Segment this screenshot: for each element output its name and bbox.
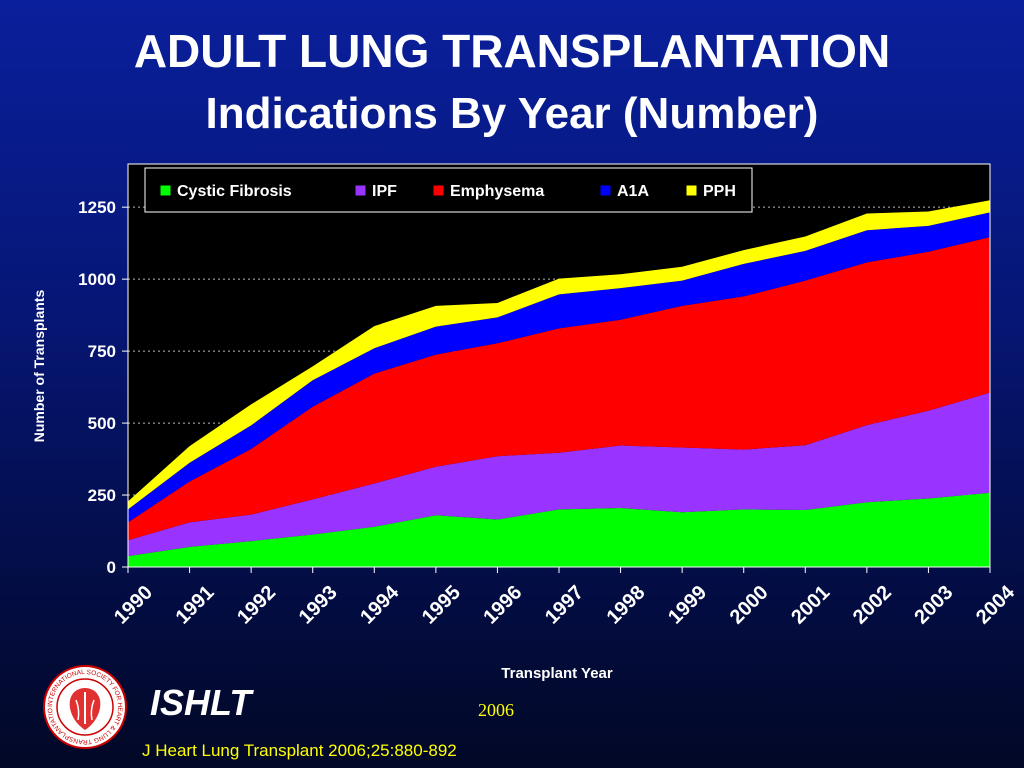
x-tick-label: 2003 xyxy=(910,582,957,629)
area-ipf xyxy=(128,392,990,557)
x-tick-label: 1998 xyxy=(603,582,650,629)
area-emphysema xyxy=(128,237,990,541)
x-tick-label: 1999 xyxy=(664,582,711,629)
y-tick-label: 0 xyxy=(107,558,116,577)
x-tick-label: 2000 xyxy=(726,582,773,629)
slide-title: ADULT LUNG TRANSPLANTATION xyxy=(133,25,891,77)
x-tick-label: 2001 xyxy=(787,582,834,629)
ishlt-seal-logo: INTERNATIONAL SOCIETY FOR HEART & LUNG T… xyxy=(42,664,127,749)
legend-label-emphysema: Emphysema xyxy=(450,183,544,200)
x-axis-label: Transplant Year xyxy=(501,665,613,682)
legend-swatch-cystic-fibrosis xyxy=(159,184,172,197)
x-tick-label: 1990 xyxy=(110,582,157,629)
y-tick-label: 750 xyxy=(88,342,116,361)
y-tick-label: 1000 xyxy=(78,270,116,289)
y-axis-label: Number of Transplants xyxy=(31,290,47,443)
y-tick-label: 500 xyxy=(88,414,116,433)
slide-subtitle: Indications By Year (Number) xyxy=(205,89,819,138)
x-tick-label: 2002 xyxy=(849,582,896,629)
area-series-group xyxy=(128,200,990,567)
x-tick-label: 1991 xyxy=(172,582,219,629)
legend-swatch-emphysema xyxy=(432,184,445,197)
x-tick-label: 1995 xyxy=(418,582,465,629)
legend-label-pph: PPH xyxy=(703,183,736,200)
legend-label-cystic-fibrosis: Cystic Fibrosis xyxy=(177,183,292,200)
citation: J Heart Lung Transplant 2006;25:880-892 xyxy=(142,741,457,760)
x-tick-label: 1996 xyxy=(479,582,526,629)
ishlt-label: ISHLT xyxy=(150,682,252,723)
legend: Cystic Fibrosis IPF Emphysema A1A PPH xyxy=(144,167,753,213)
legend-box xyxy=(144,167,753,213)
x-tick-label: 2004 xyxy=(972,581,1020,629)
y-tick-label: 250 xyxy=(88,486,116,505)
x-tick-label: 1994 xyxy=(356,581,404,629)
area-a1a xyxy=(128,212,990,523)
legend-swatch-pph xyxy=(685,184,698,197)
legend-swatch-a1a xyxy=(599,184,612,197)
area-cystic-fibrosis xyxy=(128,492,990,567)
footer-year: 2006 xyxy=(478,700,514,720)
legend-label-ipf: IPF xyxy=(372,183,397,200)
x-tick-label: 1997 xyxy=(541,582,588,629)
x-tick-label: 1992 xyxy=(233,582,280,629)
x-tick-label: 1993 xyxy=(295,582,342,629)
legend-swatch-ipf xyxy=(354,184,367,197)
legend-label-a1a: A1A xyxy=(617,183,649,200)
y-tick-label: 1250 xyxy=(78,198,116,217)
